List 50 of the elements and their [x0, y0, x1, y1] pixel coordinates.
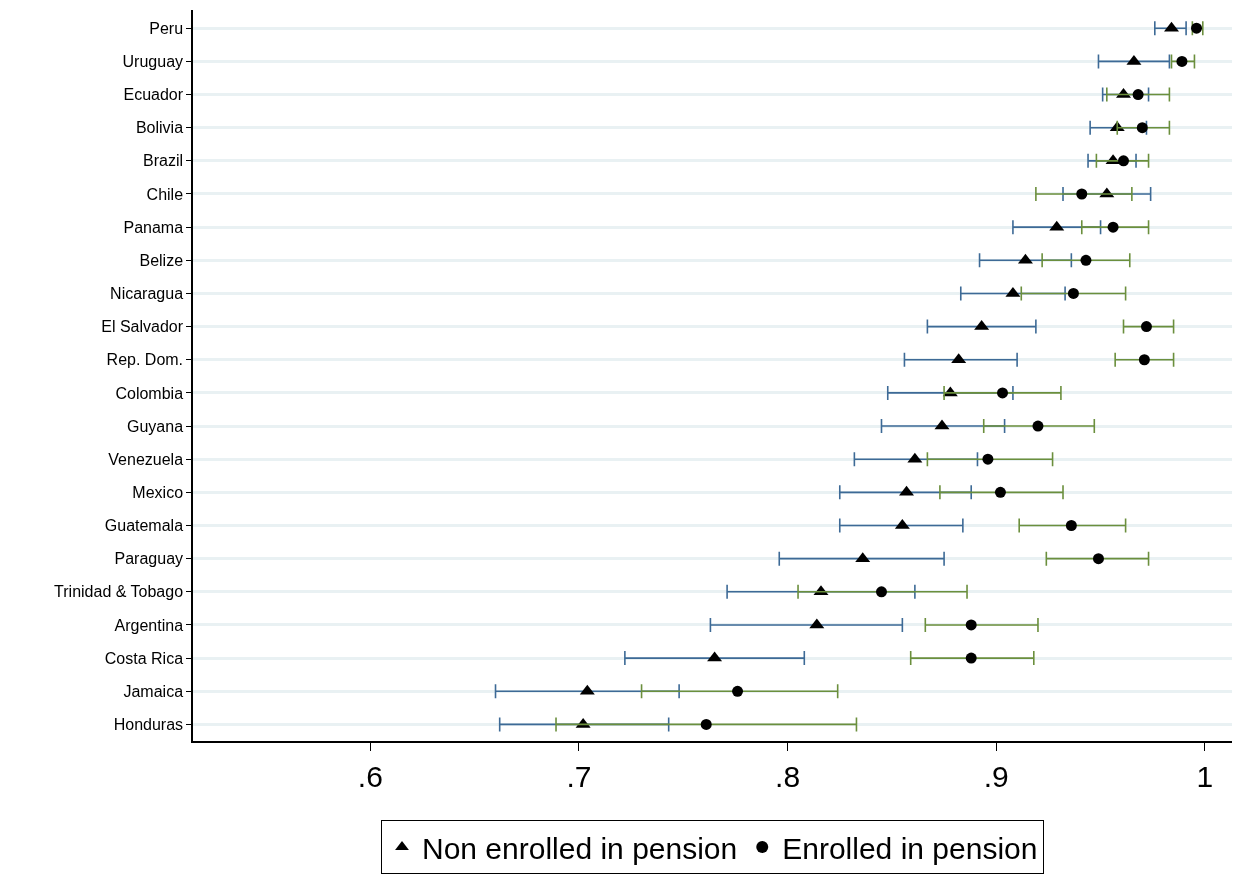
y-tick-label: Uruguay	[122, 52, 184, 70]
point	[965, 652, 977, 664]
point	[1067, 287, 1079, 299]
y-tick-label: Bolivia	[135, 119, 184, 137]
point	[982, 453, 994, 465]
y-tick-label: Nicaragua	[110, 285, 184, 303]
point	[1092, 553, 1104, 565]
y-tick-label: Belize	[139, 251, 184, 269]
x-tick-label: 1	[1196, 759, 1214, 793]
point	[997, 387, 1008, 399]
y-tick-label: Argentina	[114, 616, 184, 634]
point	[1032, 420, 1044, 432]
x-tick-label: .8	[775, 759, 801, 793]
point	[700, 718, 712, 730]
y-tick-label: Mexico	[132, 483, 184, 501]
point	[1140, 321, 1152, 333]
y-tick-label: Colombia	[115, 384, 184, 402]
y-tick-label: Honduras	[113, 716, 184, 734]
y-tick-label: Chile	[146, 185, 184, 203]
y-tick-label: Guatemala	[104, 517, 184, 535]
x-tick-label: .6	[357, 759, 383, 793]
point	[1136, 122, 1148, 134]
point	[994, 486, 1006, 498]
point	[1138, 354, 1150, 366]
point	[965, 619, 977, 631]
y-tick-label: Trinidad & Tobago	[54, 583, 184, 601]
y-tick-label: El Salvador	[101, 318, 184, 336]
y-tick-label: Jamaica	[123, 682, 184, 700]
legend-label: Enrolled in pension	[782, 831, 1038, 865]
y-tick-label: Peru	[149, 19, 184, 37]
y-tick-label: Venezuela	[108, 450, 184, 468]
point	[1065, 520, 1077, 532]
x-tick-label: .7	[566, 759, 592, 793]
point	[1107, 221, 1119, 233]
x-tick-label: .9	[983, 759, 1009, 793]
point	[1176, 55, 1188, 67]
y-tick-label: Rep. Dom.	[106, 351, 184, 369]
point	[1132, 89, 1144, 101]
y-tick-label: Panama	[123, 218, 184, 236]
y-tick-label: Paraguay	[114, 550, 184, 568]
point	[1080, 254, 1092, 266]
y-tick-label: Ecuador	[123, 86, 184, 104]
point	[1076, 188, 1088, 200]
point	[1118, 155, 1130, 167]
y-tick-label: Guyana	[127, 417, 184, 435]
y-tick-label: Brazil	[143, 152, 184, 170]
point	[875, 586, 887, 598]
legend-label: Non enrolled in pension	[422, 831, 738, 865]
y-tick-label: Costa Rica	[104, 649, 184, 667]
point	[732, 685, 744, 697]
